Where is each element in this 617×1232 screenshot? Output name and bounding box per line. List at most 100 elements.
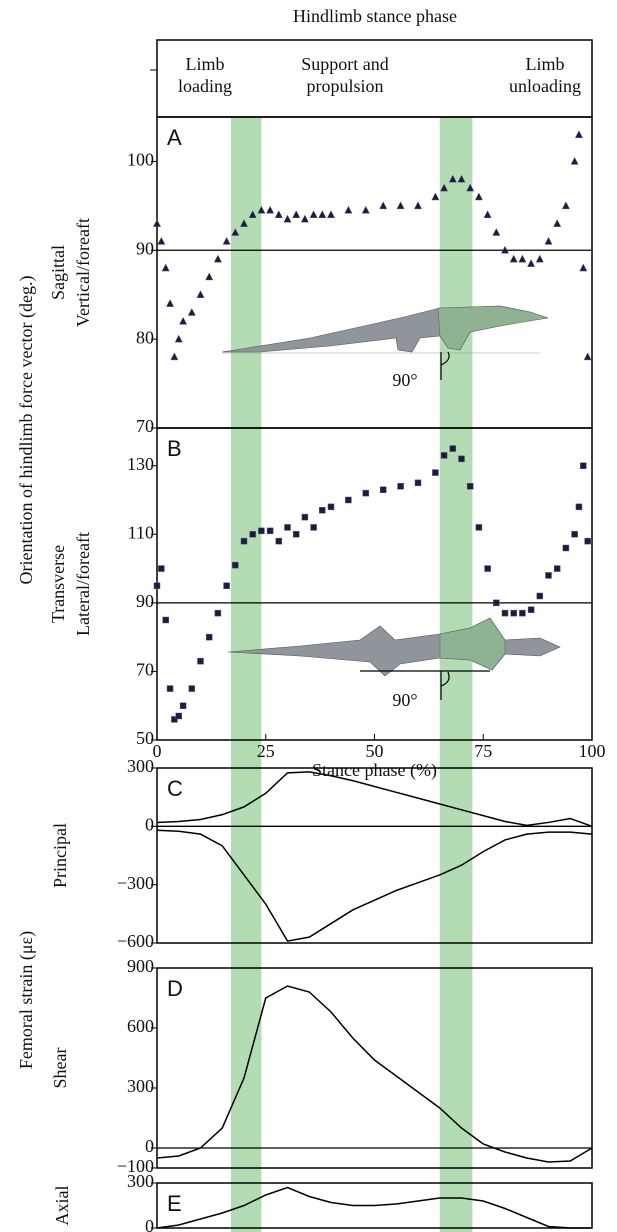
point: [318, 210, 327, 218]
point: [509, 254, 518, 263]
point: [466, 483, 474, 490]
point: [545, 572, 552, 579]
plot-frame: [156, 116, 593, 429]
y-tick-label: −100: [117, 1156, 154, 1176]
point: [362, 489, 370, 497]
y-axis-title: Femoral strain (με): [16, 931, 37, 1069]
point: [553, 219, 562, 227]
band-layer: [230, 117, 473, 1232]
point: [179, 316, 188, 325]
point: [575, 503, 583, 511]
y-tick-label: 300: [127, 1171, 154, 1191]
y-tick-label: 900: [127, 956, 154, 976]
point: [240, 537, 248, 545]
y-axis-label: Vertical/foreaft: [73, 218, 93, 327]
y-axis-label: Sagittal: [48, 245, 68, 300]
plot-frame: [156, 967, 593, 1169]
point: [414, 479, 422, 487]
point: [162, 616, 169, 624]
point: [258, 527, 265, 535]
y-tick-label: 300: [127, 1076, 154, 1096]
point: [413, 201, 423, 210]
point: [161, 263, 170, 272]
angle-label: 90°: [392, 690, 417, 710]
point: [570, 156, 579, 165]
y-tick-label: 0: [145, 1136, 154, 1156]
y-tick-label: 70: [136, 416, 154, 436]
panel-letter: E: [167, 1191, 182, 1216]
point: [484, 565, 491, 572]
panel-letter: C: [167, 776, 183, 801]
point: [222, 236, 231, 245]
point: [571, 531, 578, 538]
alligator-highlight: [437, 305, 549, 351]
point: [448, 174, 457, 183]
point: [205, 633, 213, 641]
panel-letter: D: [167, 976, 183, 1001]
x-tick-label: 25: [257, 741, 275, 761]
point: [275, 537, 283, 545]
point: [292, 210, 301, 218]
point: [492, 227, 501, 236]
point: [310, 524, 317, 531]
point: [205, 272, 214, 281]
phase-band: [230, 117, 262, 1232]
point: [157, 236, 166, 245]
point: [153, 582, 161, 589]
point: [187, 307, 196, 316]
alligator-body: [227, 617, 561, 677]
point: [361, 205, 370, 214]
point: [432, 469, 439, 476]
y-axis-label: Lateral/foreaft: [73, 532, 93, 636]
strain-line: [156, 985, 593, 1163]
point: [345, 496, 352, 504]
point: [152, 219, 162, 227]
point: [544, 236, 553, 245]
phase-label: Support and: [301, 54, 389, 74]
point: [527, 606, 535, 613]
y-tick-label: 90: [136, 591, 154, 611]
point: [535, 254, 544, 263]
point: [300, 214, 309, 223]
point: [232, 561, 239, 569]
point: [249, 531, 256, 538]
panel-letter: B: [167, 436, 182, 461]
point: [213, 254, 222, 263]
point: [174, 334, 183, 343]
point: [457, 174, 466, 183]
point: [344, 205, 353, 214]
alligator-highlight: [439, 617, 506, 671]
point: [379, 201, 388, 210]
point: [179, 702, 187, 709]
point: [319, 507, 326, 514]
y-tick-label: −300: [117, 873, 154, 893]
phase-label: propulsion: [306, 76, 383, 96]
phase-label: Limb: [186, 54, 225, 74]
y-axis-title: Orientation of hindlimb force vector (de…: [16, 276, 37, 585]
y-tick-label: 0: [145, 814, 154, 834]
y-tick-label: 80: [136, 327, 154, 347]
y-tick-label: 0: [145, 1216, 154, 1232]
phase-label: Limb: [526, 54, 565, 74]
point: [440, 183, 449, 192]
point: [197, 657, 204, 665]
point: [553, 565, 561, 572]
angle-mark: [360, 670, 490, 700]
point: [574, 130, 583, 139]
strain-line: [156, 771, 593, 828]
y-tick-label: 300: [127, 756, 154, 776]
point: [266, 205, 275, 214]
plot-frame: [156, 767, 593, 944]
point: [483, 210, 492, 218]
point: [518, 254, 527, 263]
point: [458, 455, 465, 463]
strain-line: [156, 829, 593, 942]
point: [440, 452, 448, 459]
point: [292, 531, 300, 538]
point: [527, 259, 536, 267]
phase-band: [439, 117, 473, 1232]
point: [214, 609, 222, 617]
point: [584, 537, 591, 545]
point: [166, 685, 174, 692]
